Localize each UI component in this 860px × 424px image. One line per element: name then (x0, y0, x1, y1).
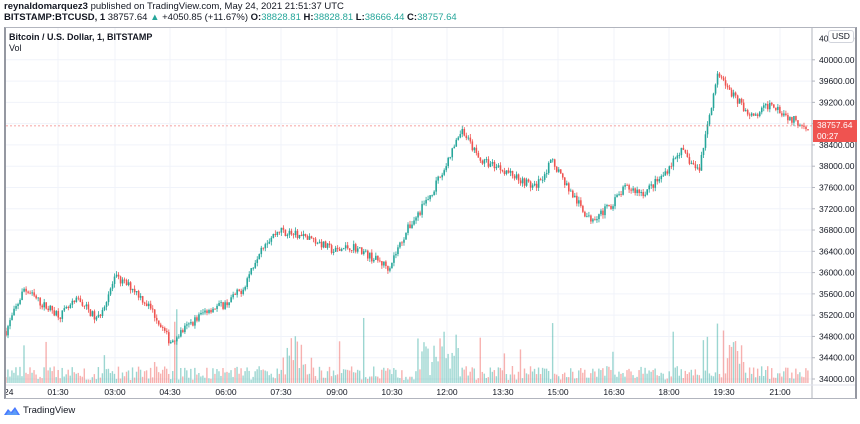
chart-legend-title: Bitcoin / U.S. Dollar, 1, BITSTAMP (9, 32, 153, 42)
price-axis-label: 34400.00 (819, 353, 855, 363)
low-value: 38666.44 (364, 12, 405, 23)
time-axis-label: 09:00 (326, 387, 348, 397)
price-axis-label: 38400.00 (819, 140, 855, 150)
publish-info: reynaldomarquez3 published on TradingVie… (4, 1, 344, 12)
low-label: L: (355, 12, 365, 23)
currency-button[interactable]: USD (828, 30, 854, 43)
price-axis-label: 37200.00 (819, 204, 855, 214)
time-axis-label: 10:30 (381, 387, 403, 397)
high-label: H: (303, 12, 314, 23)
current-price-tag: 38757.64 00:27 (813, 120, 857, 142)
price-axis-label: 36800.00 (819, 225, 855, 235)
price-axis-label: 35200.00 (819, 310, 855, 320)
price-axis-label: 39200.00 (819, 97, 855, 107)
time-axis-label: 07:30 (270, 387, 292, 397)
time-axis-label: 15:00 (547, 387, 569, 397)
time-axis-label: 19:30 (713, 387, 735, 397)
current-price-label: 38757.64 (817, 120, 853, 130)
price-axis-label: 34800.00 (819, 331, 855, 341)
candles (5, 70, 809, 346)
high-value: 38828.81 (313, 12, 354, 23)
price-axis-label: 39600.00 (819, 76, 855, 86)
publish-text: published on TradingView.com, May 24, 20… (90, 1, 344, 12)
price-axis-label: 38000.00 (819, 161, 855, 171)
open-value: 38828.81 (261, 12, 301, 23)
time-axis-label: 21:00 (769, 387, 791, 397)
bar-countdown: 00:27 (817, 131, 839, 141)
time-axis-label: 13:30 (492, 387, 514, 397)
price-axis-label: 40000.00 (819, 55, 855, 65)
time-axis-label: 16:30 (603, 387, 625, 397)
tradingview-brand[interactable]: TradingView (4, 405, 75, 416)
up-arrow-icon: ▲ (150, 12, 160, 23)
open-label: O: (250, 12, 262, 23)
symbol-summary: BITSTAMP:BTCUSD, 1 38757.64 ▲ +4050.85 (… (4, 12, 457, 23)
tradingview-logo-icon (4, 406, 20, 415)
time-axis-label: 04:30 (159, 387, 181, 397)
price-axis-label: 36400.00 (819, 246, 855, 256)
price-axis-label: 34000.00 (819, 374, 855, 384)
time-axis-label: 24 (4, 387, 14, 397)
volume-bars (5, 309, 809, 383)
time-axis-label: 12:00 (436, 387, 458, 397)
chart-frame (4, 27, 857, 399)
time-axis-label: 06:00 (215, 387, 237, 397)
price-axis-label: 35600.00 (819, 289, 855, 299)
close-label: C: (407, 12, 418, 23)
close-value: 38757.64 (417, 12, 457, 23)
price-change: +4050.85 (+11.67%) (162, 12, 249, 23)
brand-name: TradingView (23, 405, 76, 416)
price-axis-label: 36000.00 (819, 268, 855, 278)
time-axis-label: 01:30 (47, 387, 69, 397)
author-name[interactable]: reynaldomarquez3 (4, 1, 88, 12)
time-axis-label: 18:00 (658, 387, 680, 397)
last-price: 38757.64 (107, 12, 148, 23)
price-axis-label: 37600.00 (819, 182, 855, 192)
symbol-name: BITSTAMP:BTCUSD, 1 (4, 12, 106, 23)
volume-legend: Vol (9, 43, 22, 53)
time-axis-label: 03:00 (104, 387, 126, 397)
